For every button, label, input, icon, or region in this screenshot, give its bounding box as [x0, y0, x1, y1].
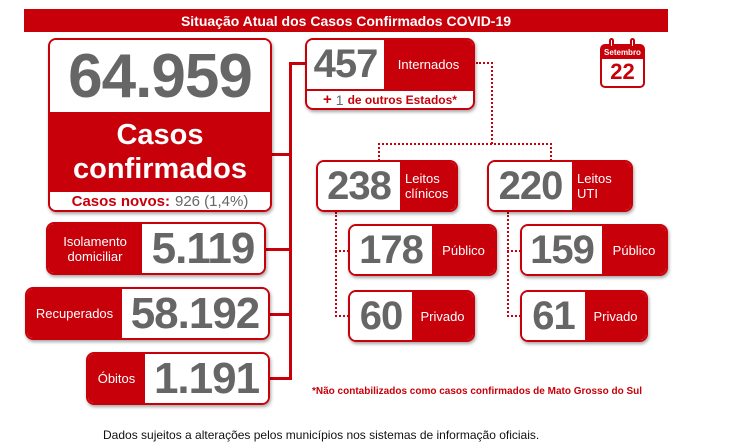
connector-line	[264, 248, 290, 251]
icu-label-2: UTI	[577, 186, 598, 201]
icu-private-label: Privado	[585, 292, 646, 340]
connector-line	[289, 62, 306, 65]
connector-line	[268, 313, 290, 316]
dotted-connector	[378, 143, 380, 161]
isolation-label-1: Isolamento	[63, 233, 127, 249]
clinical-private-label: Privado	[412, 292, 473, 340]
deaths-value: 1.191	[145, 354, 268, 403]
icu-public-value: 159	[522, 226, 602, 274]
isolation-card: Isolamento domiciliar 5.119	[46, 222, 266, 275]
clinical-value: 238	[318, 162, 400, 210]
connector-line	[289, 62, 292, 380]
plus-icon: +	[323, 91, 332, 108]
icu-label-1: Leitos	[577, 171, 612, 186]
new-cases-value: 926 (1,4%)	[174, 192, 249, 210]
clinical-label-1: Leitos	[405, 171, 440, 186]
clinical-public-card: 178 Público	[348, 224, 497, 276]
other-states-value: 1	[335, 91, 344, 108]
icu-beds-card: 220 Leitos UTI	[487, 160, 633, 212]
hospitalized-label: Internados	[384, 40, 473, 89]
confirmed-value: 64.959	[50, 40, 270, 112]
hospitalized-value: 457	[307, 40, 384, 89]
clinical-beds-card: 238 Leitos clínicos	[316, 160, 458, 212]
calendar-ring	[630, 38, 635, 48]
clinical-private-card: 60 Privado	[348, 290, 475, 342]
clinical-private-value: 60	[350, 292, 412, 340]
deaths-label: Óbitos	[88, 354, 145, 403]
connector-line	[270, 153, 290, 156]
icu-private-card: 61 Privado	[520, 290, 648, 342]
calendar-ring	[609, 38, 614, 48]
dotted-connector	[476, 62, 493, 64]
other-states-label: de outros Estados*	[347, 92, 457, 107]
deaths-card: Óbitos 1.191	[86, 352, 270, 405]
calendar-month: Setembro	[602, 46, 643, 59]
dotted-connector	[491, 62, 493, 144]
confirmed-label-2: confirmados	[72, 153, 248, 185]
recovered-label: Recuperados	[27, 289, 122, 338]
clinical-public-label: Público	[432, 226, 495, 274]
header-banner: Situação Atual dos Casos Confirmados COV…	[24, 9, 668, 32]
new-cases-label: Casos novos:	[71, 192, 170, 210]
dotted-connector	[550, 143, 552, 161]
clinical-public-value: 178	[350, 226, 432, 274]
dotted-connector	[335, 212, 337, 317]
isolation-label-2: domiciliar	[67, 248, 123, 264]
clinical-label-2: clínicos	[405, 186, 449, 201]
recovered-value: 58.192	[122, 289, 268, 338]
dotted-connector	[507, 250, 521, 252]
icu-value: 220	[489, 162, 572, 210]
hospitalized-card: 457 Internados + 1 de outros Estados*	[305, 38, 475, 110]
dotted-connector	[507, 315, 521, 317]
confirmed-cases-card: 64.959 Casos confirmados Casos novos: 92…	[48, 38, 272, 212]
footnote: *Não contabilizados como casos confirmad…	[312, 386, 643, 397]
calendar-day: 22	[610, 59, 635, 84]
icu-private-value: 61	[522, 292, 585, 340]
icu-public-card: 159 Público	[520, 224, 668, 276]
recovered-card: Recuperados 58.192	[25, 287, 270, 340]
isolation-value: 5.119	[142, 224, 264, 273]
connector-line	[268, 377, 290, 380]
calendar-icon: Setembro 22	[600, 44, 645, 88]
disclaimer: Dados sujeitos a alterações pelos municí…	[103, 428, 540, 442]
dotted-connector	[335, 250, 349, 252]
dotted-connector	[335, 315, 349, 317]
icu-public-label: Público	[602, 226, 666, 274]
dotted-connector	[378, 143, 552, 145]
confirmed-label-1: Casos	[116, 119, 204, 151]
page-title: Situação Atual dos Casos Confirmados COV…	[180, 12, 512, 29]
dotted-connector	[507, 212, 509, 317]
